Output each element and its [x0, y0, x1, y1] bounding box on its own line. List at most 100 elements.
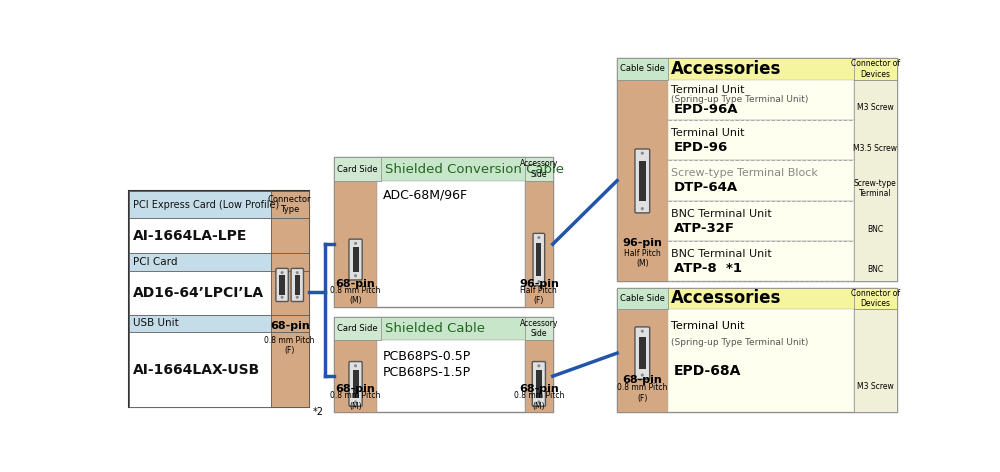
Bar	[377, 181, 525, 307]
Text: 0.8 mm Pitch
(M): 0.8 mm Pitch (M)	[514, 391, 564, 411]
Circle shape	[281, 271, 284, 274]
Bar	[334, 181, 377, 307]
Text: Shielded Cable: Shielded Cable	[385, 322, 485, 335]
Text: Accessories: Accessories	[671, 289, 782, 307]
Text: USB Unit: USB Unit	[133, 319, 178, 329]
Bar	[668, 201, 854, 241]
Bar	[668, 160, 854, 201]
Text: BNC: BNC	[867, 225, 883, 234]
Text: Screw-type Terminal Block: Screw-type Terminal Block	[671, 169, 818, 178]
Bar	[668, 241, 854, 281]
Text: 68-pin: 68-pin	[519, 384, 559, 394]
Text: (Spring-up Type Terminal Unit): (Spring-up Type Terminal Unit)	[671, 338, 809, 347]
Bar	[617, 58, 668, 80]
Text: PCI Card: PCI Card	[133, 257, 177, 267]
Bar	[334, 157, 553, 181]
Bar	[617, 287, 668, 309]
FancyBboxPatch shape	[635, 149, 650, 213]
Text: PCB68PS-1.5P: PCB68PS-1.5P	[383, 366, 471, 379]
Text: 0.8 mm Pitch
(F): 0.8 mm Pitch (F)	[264, 336, 315, 355]
Text: BNC: BNC	[867, 265, 883, 274]
Bar	[129, 191, 271, 219]
Text: BNC Terminal Unit: BNC Terminal Unit	[671, 249, 772, 259]
FancyBboxPatch shape	[276, 269, 288, 302]
Bar	[617, 287, 897, 413]
FancyBboxPatch shape	[349, 362, 362, 406]
Text: EPD-68A: EPD-68A	[674, 364, 741, 378]
Text: AI-1664LA-LPE: AI-1664LA-LPE	[133, 228, 247, 243]
Circle shape	[641, 373, 644, 377]
Bar	[525, 340, 553, 413]
Text: 96-pin: 96-pin	[622, 238, 662, 248]
Text: EPD-96: EPD-96	[674, 141, 728, 154]
Text: Half Pitch
(M): Half Pitch (M)	[624, 249, 661, 268]
Bar	[271, 332, 309, 407]
Text: 68-pin: 68-pin	[336, 279, 375, 289]
Bar	[271, 271, 309, 315]
Circle shape	[281, 296, 284, 299]
Circle shape	[354, 242, 357, 245]
Text: Connector of
Devices: Connector of Devices	[851, 59, 900, 79]
Bar	[639, 337, 646, 370]
FancyBboxPatch shape	[635, 327, 650, 379]
Bar	[617, 309, 668, 413]
Bar	[295, 275, 300, 295]
Text: PCI Express Card (Low Profile): PCI Express Card (Low Profile)	[133, 200, 279, 210]
Bar	[617, 80, 668, 281]
Bar	[129, 191, 309, 407]
Text: AI-1664LAX-USB: AI-1664LAX-USB	[133, 362, 260, 377]
Circle shape	[537, 280, 540, 283]
Circle shape	[296, 296, 299, 299]
Text: 96-pin: 96-pin	[519, 279, 559, 289]
Bar	[353, 370, 359, 397]
Bar	[854, 80, 897, 281]
Bar	[668, 120, 854, 160]
Text: 68-pin: 68-pin	[622, 375, 662, 385]
Circle shape	[641, 329, 644, 333]
Bar	[334, 157, 381, 181]
Bar	[271, 253, 309, 271]
FancyBboxPatch shape	[349, 239, 362, 280]
Text: ADC-68M/96F: ADC-68M/96F	[383, 189, 468, 202]
Text: M3 Screw: M3 Screw	[857, 103, 894, 112]
Bar	[334, 317, 381, 340]
Text: DTP-64A: DTP-64A	[674, 181, 738, 194]
Bar	[129, 271, 271, 315]
Bar	[617, 58, 897, 281]
Text: Accessory
Side: Accessory Side	[520, 160, 558, 179]
Bar	[854, 287, 897, 309]
Text: 0.8 mm Pitch
(F): 0.8 mm Pitch (F)	[617, 383, 668, 403]
Bar	[334, 340, 377, 413]
Text: Card Side: Card Side	[337, 324, 378, 333]
Bar	[353, 247, 359, 272]
Circle shape	[641, 207, 644, 210]
Text: (Spring-up Type Terminal Unit): (Spring-up Type Terminal Unit)	[671, 94, 809, 104]
Text: ATP-32F: ATP-32F	[674, 222, 735, 235]
FancyBboxPatch shape	[291, 269, 303, 302]
Bar	[668, 80, 854, 120]
Bar	[536, 243, 541, 276]
Bar	[854, 58, 897, 80]
Bar	[377, 340, 525, 413]
FancyBboxPatch shape	[532, 362, 545, 406]
Text: Terminal Unit: Terminal Unit	[671, 85, 745, 95]
Bar	[334, 157, 553, 307]
Bar	[271, 219, 309, 253]
Bar	[536, 370, 542, 397]
Bar	[525, 181, 553, 307]
Circle shape	[641, 152, 644, 155]
Text: 0.8 mm Pitch
(M): 0.8 mm Pitch (M)	[330, 286, 381, 305]
Text: BNC Terminal Unit: BNC Terminal Unit	[671, 209, 772, 219]
Circle shape	[537, 364, 540, 367]
Circle shape	[537, 400, 540, 404]
Bar	[271, 191, 309, 219]
Text: Terminal Unit: Terminal Unit	[671, 321, 745, 331]
Bar	[639, 161, 646, 201]
Text: M3.5 Screw: M3.5 Screw	[853, 144, 897, 153]
Text: PCB68PS-0.5P: PCB68PS-0.5P	[383, 350, 471, 363]
Text: Half Pitch
(F): Half Pitch (F)	[520, 286, 557, 305]
Text: Shielded Conversion Cable: Shielded Conversion Cable	[385, 162, 564, 176]
Bar	[129, 219, 271, 253]
Bar	[334, 317, 553, 413]
Circle shape	[354, 364, 357, 367]
